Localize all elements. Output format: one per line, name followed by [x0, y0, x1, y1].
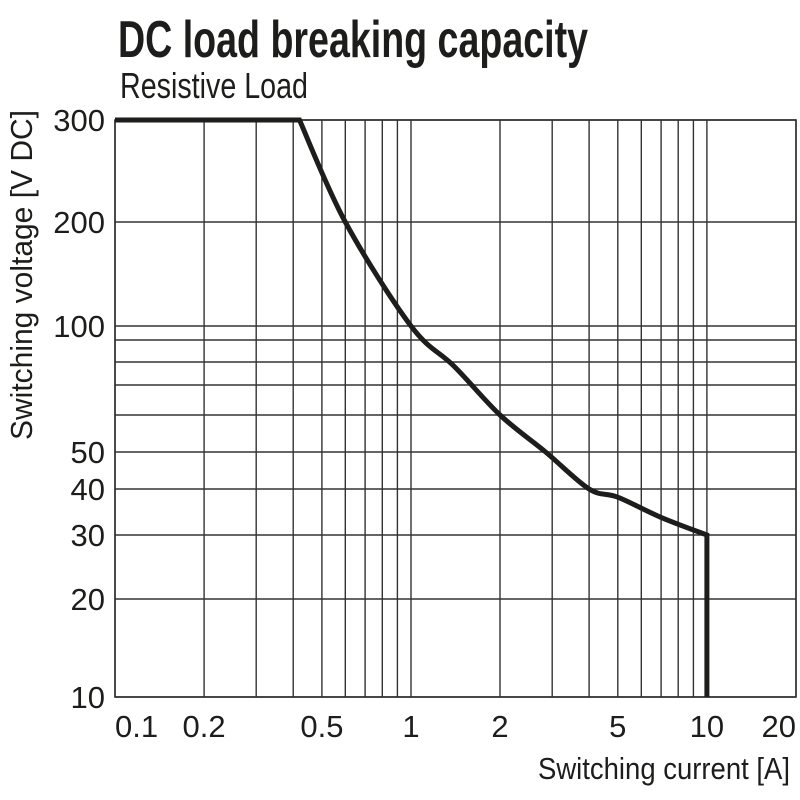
x-tick-label: 20 — [762, 709, 796, 744]
x-tick-label: 0.1 — [115, 709, 158, 744]
y-tick-label: 300 — [53, 103, 105, 138]
y-tick-label: 20 — [71, 582, 105, 617]
y-tick-label: 40 — [71, 472, 105, 507]
y-tick-label: 10 — [71, 680, 105, 715]
x-tick-labels: 0.1 0.2 0.5 1 2 5 10 20 — [115, 709, 796, 744]
y-tick-label: 100 — [53, 309, 105, 344]
y-tick-label: 30 — [71, 518, 105, 553]
x-tick-label: 2 — [491, 709, 508, 744]
chart-title: DC load breaking capacity — [118, 11, 588, 69]
x-axis-label: Switching current [A] — [538, 751, 790, 786]
y-tick-label: 50 — [71, 435, 105, 470]
x-tick-label: 5 — [609, 709, 626, 744]
chart-subtitle: Resistive Load — [120, 65, 308, 106]
x-tick-label: 0.2 — [183, 709, 226, 744]
x-tick-label: 0.5 — [300, 709, 343, 744]
x-tick-label: 10 — [690, 709, 724, 744]
x-tick-label: 1 — [402, 709, 419, 744]
vertical-gridlines — [114, 120, 797, 697]
plot-border — [114, 119, 797, 698]
load-curve — [115, 117, 710, 697]
y-axis-label: Switching voltage [V DC] — [4, 110, 39, 440]
y-tick-label: 200 — [53, 205, 105, 240]
